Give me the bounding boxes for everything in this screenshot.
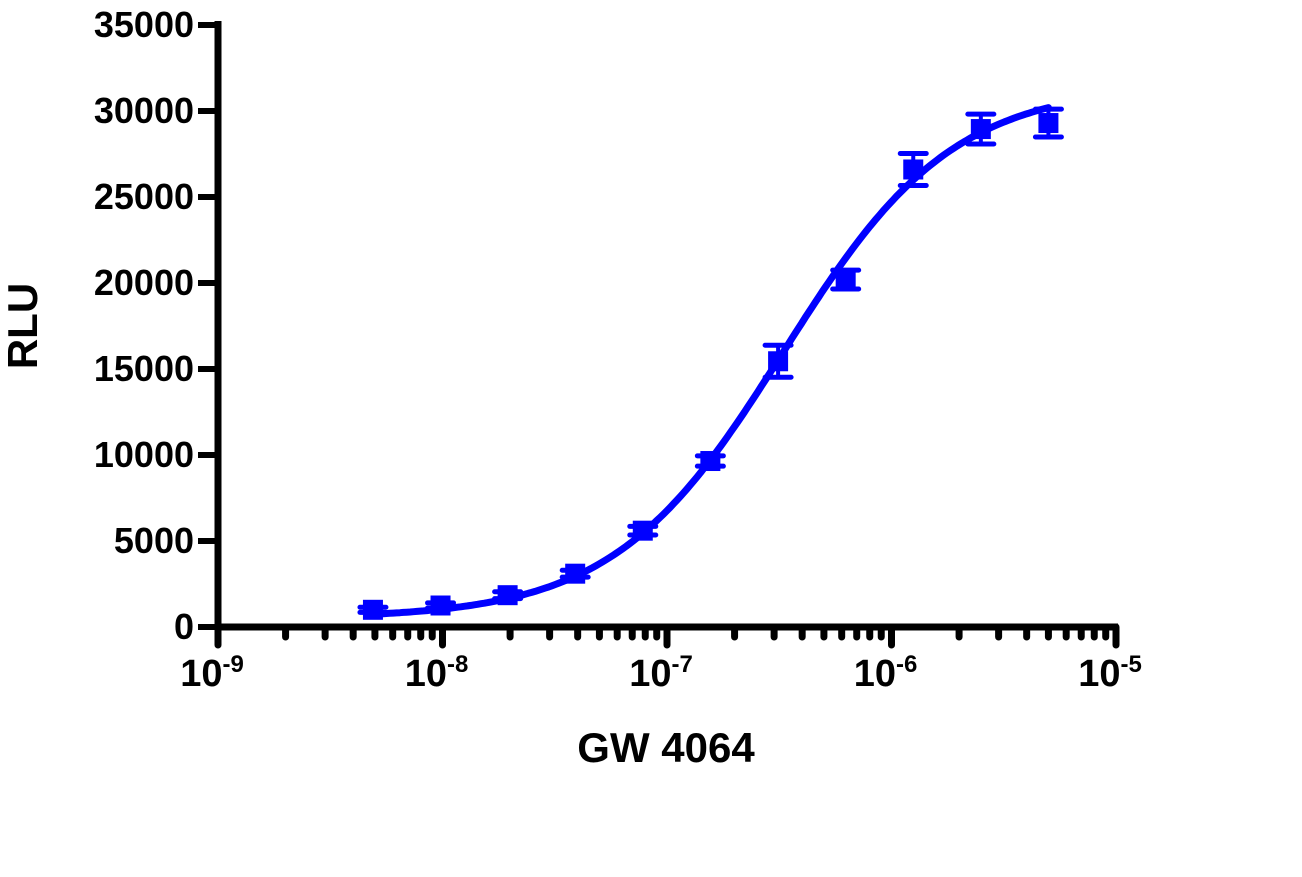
y-tick-label: 10000 xyxy=(94,434,194,475)
square-marker xyxy=(430,595,451,616)
x-tick-label: 10-9 xyxy=(180,651,244,695)
data-point xyxy=(627,520,659,541)
fit-curve xyxy=(369,104,1052,618)
y-axis-label: RLU xyxy=(0,283,46,369)
y-axis-ticks: 0 5000 10000 15000 20000 25000 30000 35000 xyxy=(94,4,218,647)
square-marker xyxy=(1038,113,1059,134)
square-marker xyxy=(970,119,991,140)
y-tick-label: 25000 xyxy=(94,176,194,217)
data-point xyxy=(897,150,929,188)
x-tick-label: 10-7 xyxy=(629,651,693,695)
y-tick-label: 0 xyxy=(174,606,194,647)
x-tick-label: 10-5 xyxy=(1078,651,1142,695)
y-tick-label: 30000 xyxy=(94,90,194,131)
x-axis-ticks: 10-9 10-8 10-7 10-6 10-5 xyxy=(180,623,1142,695)
square-marker xyxy=(700,451,721,472)
data-point xyxy=(425,595,457,616)
square-marker xyxy=(835,269,856,290)
square-marker xyxy=(632,520,653,541)
y-tick-label: 15000 xyxy=(94,348,194,389)
data-points xyxy=(357,106,1064,620)
x-axis-label: GW 4064 xyxy=(577,724,755,771)
data-point xyxy=(492,585,524,606)
y-tick-label: 35000 xyxy=(94,4,194,45)
x-tick-label: 10-6 xyxy=(854,651,918,695)
data-point xyxy=(1032,106,1064,140)
square-marker xyxy=(903,159,924,180)
data-point xyxy=(694,451,726,472)
y-tick-label: 5000 xyxy=(114,520,194,561)
data-point xyxy=(830,267,862,292)
y-tick-label: 20000 xyxy=(94,262,194,303)
square-marker xyxy=(565,563,586,584)
square-marker xyxy=(362,599,383,620)
x-tick-label: 10-8 xyxy=(405,651,469,695)
data-point xyxy=(762,342,794,380)
data-point xyxy=(559,563,591,584)
square-marker xyxy=(497,585,518,606)
data-point xyxy=(965,111,997,147)
data-point xyxy=(357,599,389,620)
square-marker xyxy=(768,351,789,372)
